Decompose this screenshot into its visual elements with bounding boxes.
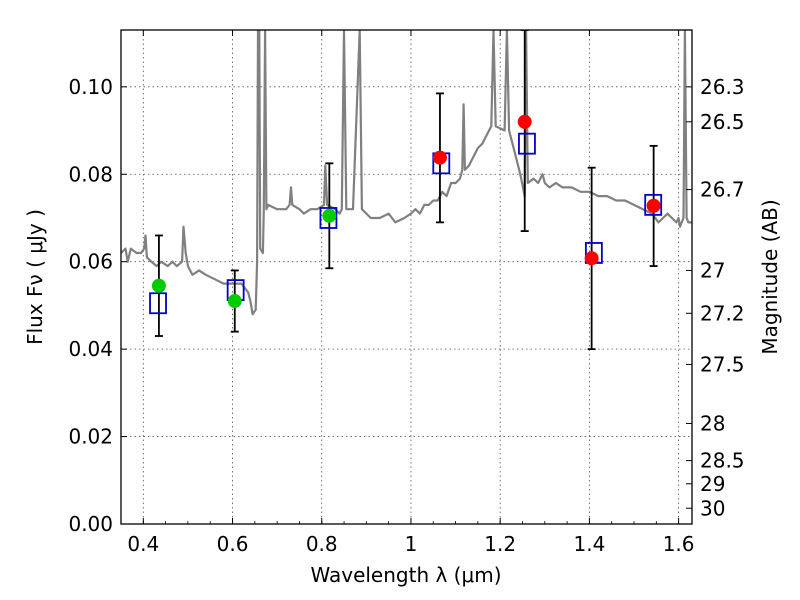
spectrum-line	[121, 30, 692, 316]
model-square-marker	[644, 193, 663, 216]
grid-lines	[121, 30, 692, 524]
y2-tick-label: 26.5	[700, 110, 745, 134]
red-point-marker	[517, 114, 532, 129]
plot-frame	[120, 29, 693, 525]
y2-axis-label: Magnitude (AB)	[758, 199, 782, 354]
model-square-marker	[518, 132, 536, 155]
y-tick-label: 0.10	[68, 75, 113, 99]
x-tick-label: 1.2	[484, 532, 516, 556]
axis-ticks: 0.4 0.6 0.8 1 1.2 1.4 1.6 0.00 0.02 0.04 0.06 0.08 0…	[68, 30, 745, 556]
green-point-marker	[151, 278, 166, 293]
y2-tick-label: 27	[700, 258, 725, 282]
y2-tick-label: 26.7	[700, 178, 745, 202]
green-point-marker	[322, 208, 337, 223]
model-square-marker	[149, 292, 167, 315]
x-tick-label: 1.4	[573, 532, 605, 556]
x-tick-label: 0.4	[127, 532, 159, 556]
y2-tick-label: 30	[700, 496, 725, 520]
y-tick-label: 0.04	[68, 337, 113, 361]
y2-tick-label: 28.5	[700, 449, 745, 473]
y2-tick-label: 27.5	[700, 352, 745, 376]
red-point-marker	[584, 251, 599, 266]
x-tick-label: 0.6	[217, 532, 249, 556]
y-tick-label: 0.02	[68, 425, 113, 449]
y2-tick-label: 28	[700, 411, 725, 435]
y-tick-label: 0.06	[68, 250, 113, 274]
y2-tick-label: 26.3	[700, 75, 745, 99]
red-point-marker	[646, 198, 661, 213]
model-square-marker	[319, 207, 338, 229]
y-axis-label: Flux Fν ( μJy )	[23, 209, 47, 345]
green-point-marker	[227, 294, 242, 309]
y-tick-label: 0.00	[68, 512, 113, 536]
y2-tick-label: 27.2	[700, 301, 745, 325]
x-axis-label: Wavelength λ (μm)	[310, 563, 501, 587]
x-tick-label: 0.8	[306, 532, 338, 556]
red-point-marker	[432, 150, 447, 165]
y2-tick-label: 29	[700, 472, 725, 496]
plot-area	[121, 30, 692, 351]
y-tick-label: 0.08	[68, 162, 113, 186]
x-tick-label: 1.6	[663, 532, 695, 556]
x-tick-label: 1	[405, 532, 418, 556]
